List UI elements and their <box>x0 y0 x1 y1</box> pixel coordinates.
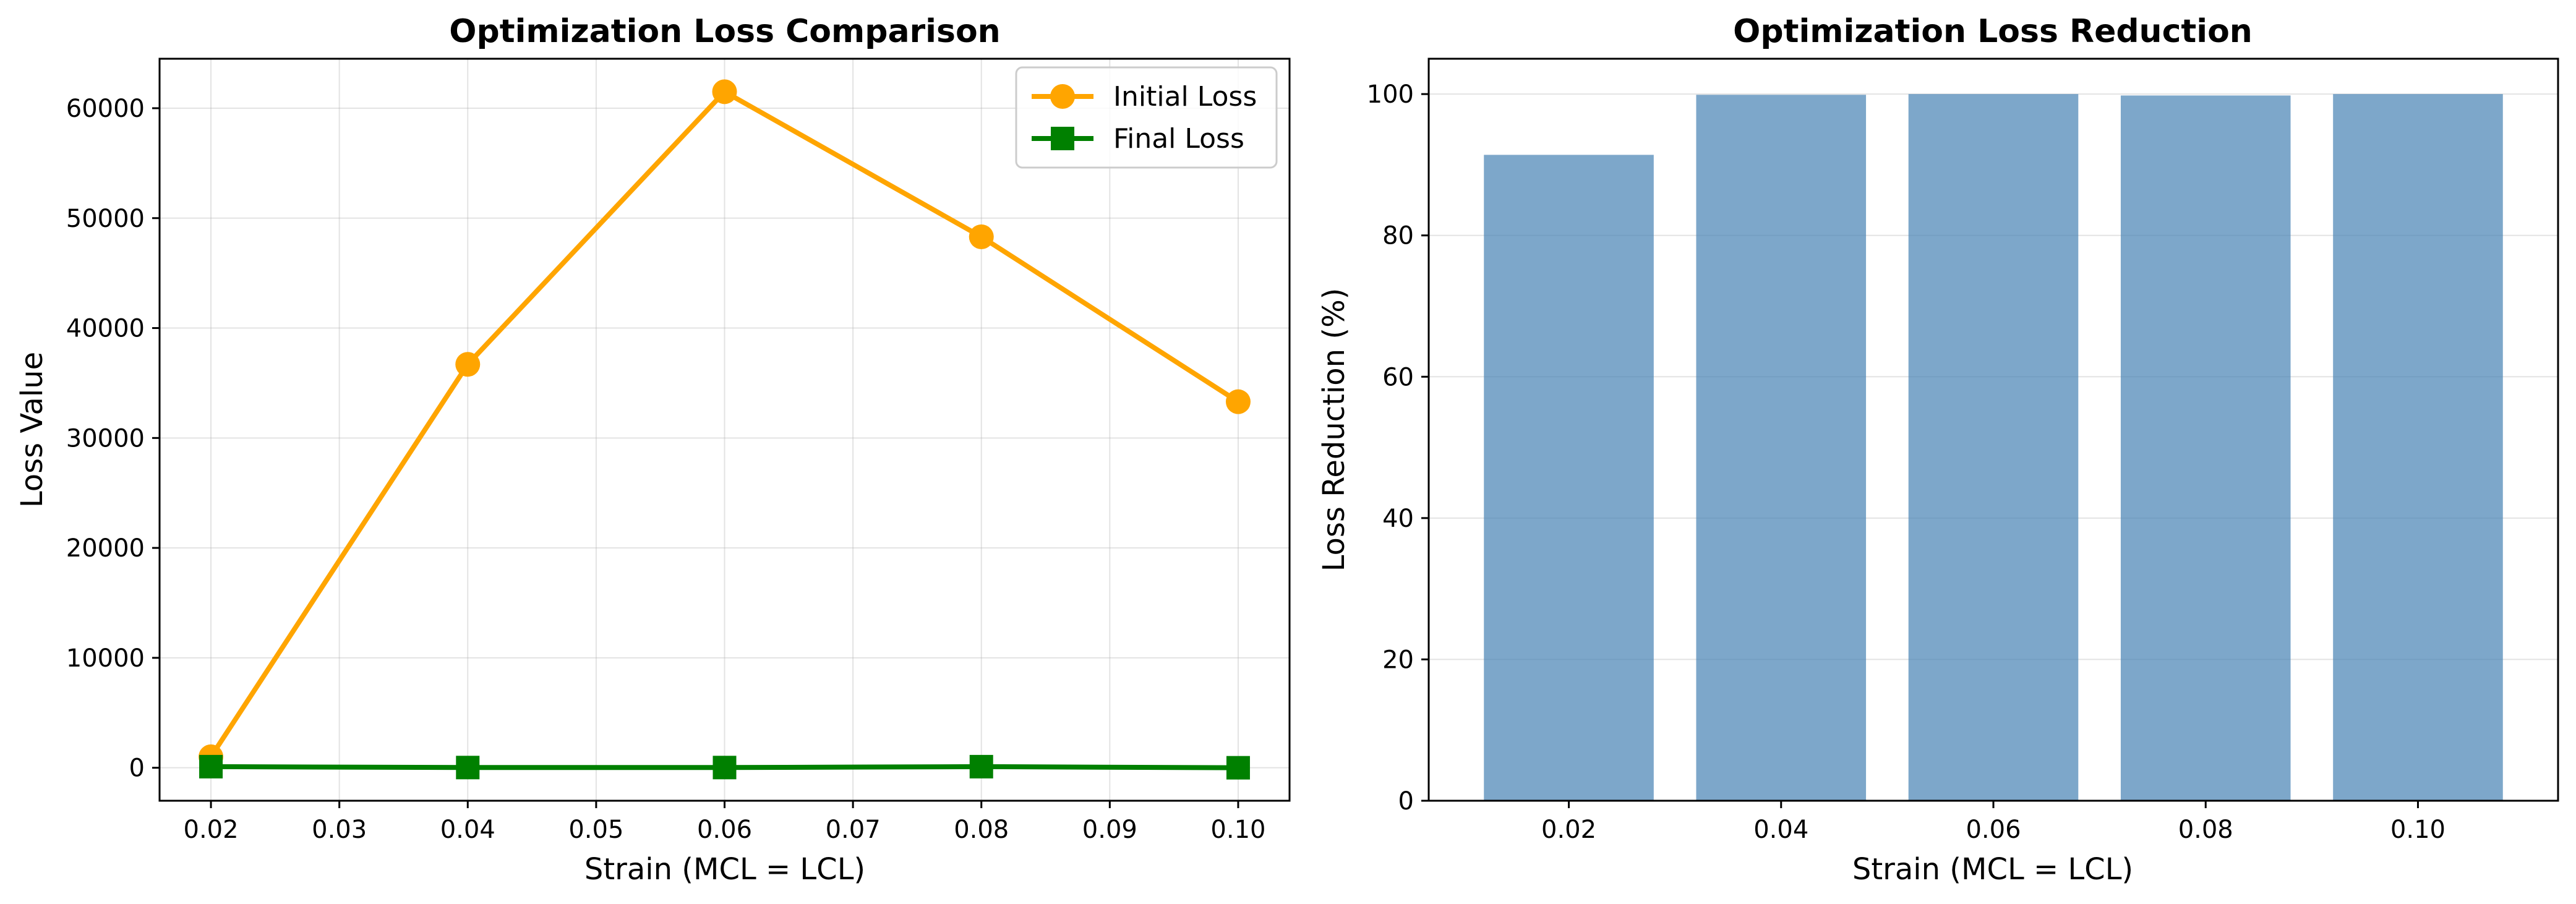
x-tick-label: 0.02 <box>1541 816 1596 844</box>
data-point-initial-loss <box>1225 389 1251 414</box>
y-tick-label: 50000 <box>66 205 145 233</box>
bar-0.02 <box>1484 155 1654 801</box>
x-axis-ticks: 0.02 0.03 0.04 0.05 0.06 0.07 0.08 0.09 0.10 <box>184 801 1265 844</box>
y-tick-label: 0 <box>129 754 145 783</box>
y-tick-label: 10000 <box>66 644 145 673</box>
data-point-final-loss <box>199 754 223 778</box>
chart-title: Optimization Loss Reduction <box>1733 13 2253 50</box>
x-tick-label: 0.06 <box>1966 816 2021 844</box>
chart-title: Optimization Loss Comparison <box>449 13 1000 50</box>
x-tick-label: 0.03 <box>312 816 367 844</box>
data-point-initial-loss <box>712 79 737 104</box>
x-tick-label: 0.08 <box>2178 816 2233 844</box>
y-tick-label: 80 <box>1382 222 1414 250</box>
y-tick-label: 30000 <box>66 424 145 453</box>
bar-0.10 <box>2333 94 2503 801</box>
grid <box>160 59 1290 801</box>
series-layer <box>199 79 1251 780</box>
y-axis-ticks: 0 20 40 60 80 100 <box>1367 80 1429 816</box>
y-tick-label: 40 <box>1382 505 1414 533</box>
x-tick-label: 0.06 <box>697 816 752 844</box>
y-tick-label: 100 <box>1367 80 1414 109</box>
bar-0.06 <box>1908 94 2079 801</box>
x-tick-label: 0.09 <box>1082 816 1137 844</box>
x-tick-label: 0.04 <box>440 816 495 844</box>
y-tick-label: 20 <box>1382 646 1414 674</box>
y-tick-label: 0 <box>1398 787 1414 816</box>
x-tick-label: 0.02 <box>184 816 239 844</box>
loss-reduction-chart: Optimization Loss Reduction 0.02 0.04 0.06… <box>1317 13 2559 887</box>
loss-comparison-chart: Optimization Loss Comparison 0.02 0.03 0.0… <box>15 13 1291 887</box>
x-axis-label: Strain (MCL = LCL) <box>1852 852 2133 887</box>
y-tick-label: 20000 <box>66 534 145 563</box>
bar-layer <box>1484 94 2503 801</box>
data-point-final-loss <box>712 756 737 780</box>
legend-marker-initial-loss <box>1050 84 1075 109</box>
data-point-final-loss <box>1226 756 1250 780</box>
y-tick-label: 40000 <box>66 315 145 343</box>
y-axis-ticks: 0 10000 20000 30000 40000 50000 60000 <box>66 95 160 783</box>
x-tick-label: 0.07 <box>826 816 881 844</box>
x-axis-ticks: 0.02 0.04 0.06 0.08 0.10 <box>1541 801 2445 844</box>
data-point-initial-loss <box>455 352 481 377</box>
x-tick-label: 0.08 <box>954 816 1009 844</box>
legend-label-final-loss: Final Loss <box>1113 123 1244 155</box>
y-axis-label: Loss Value <box>15 352 49 508</box>
x-tick-label: 0.05 <box>568 816 623 844</box>
data-point-initial-loss <box>969 224 994 249</box>
y-axis-label: Loss Reduction (%) <box>1317 288 1351 572</box>
data-point-final-loss <box>969 754 993 778</box>
legend-box <box>1015 66 1278 169</box>
y-tick-label: 60 <box>1382 363 1414 391</box>
x-tick-label: 0.10 <box>2390 816 2445 844</box>
legend-label-initial-loss: Initial Loss <box>1113 81 1257 113</box>
legend: Initial Loss Final Loss <box>1015 66 1278 169</box>
x-tick-label: 0.10 <box>1210 816 1265 844</box>
y-tick-label: 60000 <box>66 95 145 123</box>
legend-marker-final-loss <box>1051 127 1074 150</box>
data-point-final-loss <box>456 756 480 780</box>
x-tick-label: 0.04 <box>1753 816 1808 844</box>
x-axis-label: Strain (MCL = LCL) <box>584 852 865 887</box>
bar-0.08 <box>2120 95 2291 801</box>
bar-0.04 <box>1696 95 1867 801</box>
